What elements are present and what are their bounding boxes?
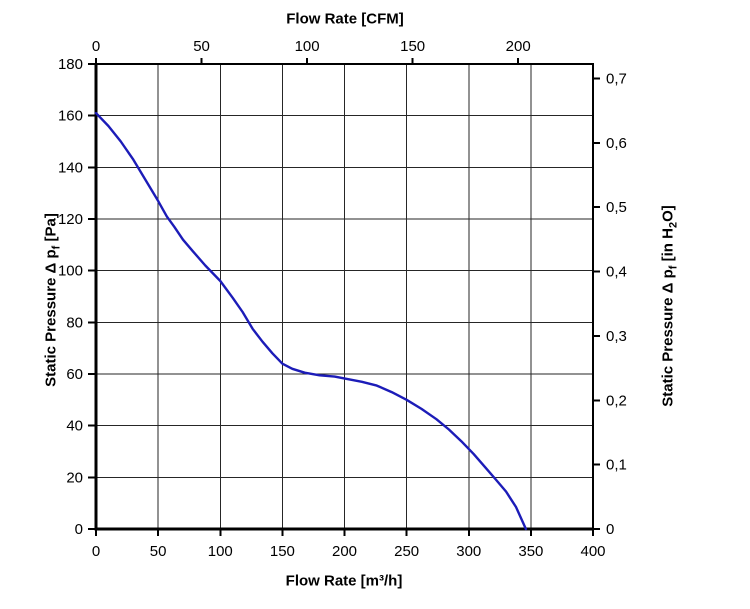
left-axis-title-unit: [Pa] xyxy=(42,213,60,246)
right-axis-tick-label: 0,6 xyxy=(606,135,627,152)
bottom-axis-tick-label: 350 xyxy=(518,543,543,560)
top-axis-tick-label: 200 xyxy=(506,38,531,55)
left-axis-title-text: Static Pressure Δ p xyxy=(42,249,60,387)
left-axis-tick-label: 20 xyxy=(66,469,83,486)
right-axis-title-text: Static Pressure Δ p xyxy=(659,269,677,407)
right-axis-title: Static Pressure Δ pf [in H2O] xyxy=(659,205,680,407)
right-axis-title-unit-subscript: 2 xyxy=(667,221,680,229)
right-axis-tick-label: 0,2 xyxy=(606,392,627,409)
bottom-axis-title-text: Flow Rate [m³/h] xyxy=(285,572,403,590)
top-axis-tick-label: 100 xyxy=(295,38,320,55)
left-axis-title: Static Pressure Δ pf [Pa] xyxy=(42,213,63,387)
right-axis-tick-label: 0,7 xyxy=(606,71,627,88)
bottom-axis-tick-label: 0 xyxy=(92,543,100,560)
left-axis-tick-label: 180 xyxy=(58,56,83,73)
left-axis-title-subscript: f xyxy=(50,245,63,250)
bottom-axis-tick-label: 400 xyxy=(580,543,605,560)
left-axis-tick-label: 120 xyxy=(58,211,83,228)
right-axis-title-subscript: f xyxy=(667,265,680,270)
left-axis-tick-label: 160 xyxy=(58,108,83,125)
bottom-axis-tick-label: 300 xyxy=(456,543,481,560)
left-axis-tick-label: 80 xyxy=(66,314,83,331)
left-axis-tick-label: 140 xyxy=(58,159,83,176)
left-axis-tick-label: 60 xyxy=(66,366,83,383)
bottom-axis-tick-label: 250 xyxy=(394,543,419,560)
right-axis-title-unit: [in H xyxy=(659,228,677,266)
right-axis-tick-label: 0,5 xyxy=(606,199,627,216)
top-axis-title: Flow Rate [CFM] xyxy=(286,12,404,27)
top-axis-tick-label: 150 xyxy=(400,38,425,55)
left-axis-tick-label: 40 xyxy=(66,418,83,435)
right-axis-tick-label: 0,3 xyxy=(606,328,627,345)
left-axis-tick-label: 0 xyxy=(75,521,83,538)
bottom-axis-tick-label: 100 xyxy=(208,543,233,560)
top-axis-title-text: Flow Rate [CFM] xyxy=(286,10,404,28)
left-axis-tick-label: 100 xyxy=(58,263,83,280)
bottom-axis-tick-label: 50 xyxy=(150,543,167,560)
bottom-axis-tick-label: 200 xyxy=(332,543,357,560)
top-axis-tick-label: 50 xyxy=(193,38,210,55)
right-axis-tick-label: 0,4 xyxy=(606,264,627,281)
right-axis-tick-label: 0 xyxy=(606,521,614,538)
bottom-axis-tick-label: 150 xyxy=(270,543,295,560)
bottom-axis-title: Flow Rate [m³/h] xyxy=(286,574,403,589)
right-axis-tick-label: 0,1 xyxy=(606,457,627,474)
top-axis-tick-label: 0 xyxy=(92,38,100,55)
right-axis-title-unit-end: O] xyxy=(659,205,677,222)
static-pressure-curve xyxy=(94,111,528,531)
